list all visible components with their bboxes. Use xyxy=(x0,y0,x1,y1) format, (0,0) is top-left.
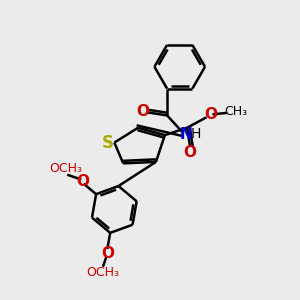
Text: N: N xyxy=(179,127,192,142)
Text: O: O xyxy=(204,107,217,122)
Text: O: O xyxy=(76,174,89,189)
Text: H: H xyxy=(191,128,201,141)
Text: O: O xyxy=(136,104,149,119)
Text: O: O xyxy=(184,146,196,160)
Text: CH₃: CH₃ xyxy=(225,106,248,118)
Text: O: O xyxy=(101,246,114,261)
Text: OCH₃: OCH₃ xyxy=(49,162,82,175)
Text: OCH₃: OCH₃ xyxy=(86,266,119,279)
Text: S: S xyxy=(102,134,114,152)
